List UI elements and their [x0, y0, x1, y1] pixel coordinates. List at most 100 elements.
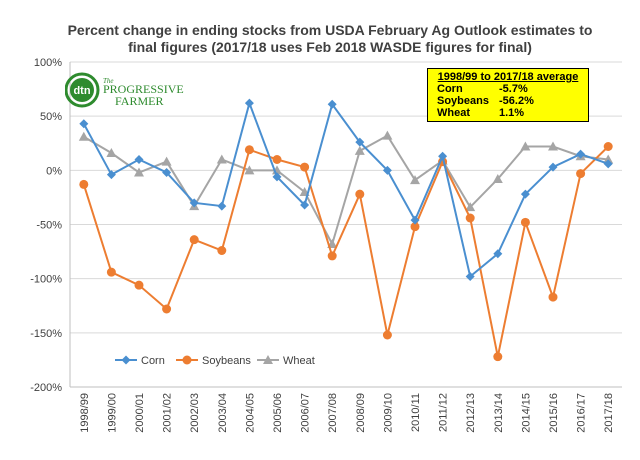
- corn-point: [382, 165, 392, 175]
- y-tick-label: -100%: [30, 274, 62, 286]
- wheat-point: [465, 202, 476, 212]
- average-title: 1998/99 to 2017/18 average: [437, 71, 579, 83]
- corn-point: [410, 215, 420, 225]
- corn-point: [465, 272, 475, 281]
- soybeans-point: [244, 145, 254, 155]
- x-tick-label: 2011/12: [438, 393, 450, 432]
- corn-point: [603, 159, 613, 169]
- wheat-line: [83, 134, 609, 247]
- soybeans-point: [520, 217, 530, 227]
- chart-title-line2: final figures (2017/18 uses Feb 2018 WAS…: [128, 39, 532, 55]
- average-row-corn: Corn -5.7%: [437, 83, 528, 95]
- soybeans-point: [162, 304, 172, 314]
- average-row-wheat: Wheat 1.1%: [437, 107, 525, 119]
- wheat-point: [354, 145, 365, 155]
- corn-point: [576, 149, 586, 159]
- average-row-soybeans: Soybeans -56.2%: [437, 95, 534, 107]
- x-tick-label: 2001/02: [162, 393, 174, 433]
- legend-label-corn: Corn: [141, 355, 165, 367]
- soybeans-point: [217, 246, 227, 255]
- corn-point: [244, 98, 254, 108]
- legend: Corn Soybeans Wheat: [115, 355, 315, 367]
- soybeans-point: [79, 179, 89, 189]
- x-tick-label: 2013/14: [493, 393, 505, 433]
- soybeans-point: [465, 213, 475, 223]
- x-tick-label: 2002/03: [189, 393, 201, 433]
- x-tick-label: 2009/10: [382, 393, 394, 433]
- corn-point: [327, 99, 337, 109]
- wheat-point: [382, 130, 393, 140]
- corn-point: [493, 249, 503, 259]
- corn-point: [355, 137, 365, 147]
- legend-marker-soybeans: [182, 355, 192, 365]
- chart-title: Percent change in ending stocks from USD…: [68, 22, 593, 38]
- x-tick-label: 2016/17: [576, 393, 588, 433]
- corn-point: [548, 162, 558, 172]
- svg-text:The: The: [103, 77, 114, 85]
- y-tick-label: -200%: [30, 382, 62, 394]
- wheat-point: [520, 141, 531, 151]
- soybeans-point: [603, 142, 613, 151]
- soybeans-point: [493, 352, 503, 362]
- soybeans-point: [382, 330, 392, 340]
- corn-point: [134, 155, 144, 164]
- soybeans-point: [106, 267, 116, 277]
- x-tick-label: 1998/99: [79, 393, 91, 433]
- legend-marker-corn: [121, 355, 131, 365]
- x-tick-label: 2014/15: [520, 393, 532, 433]
- corn-point: [79, 119, 89, 129]
- legend-label-wheat: Wheat: [283, 355, 315, 367]
- corn-point: [300, 200, 310, 210]
- y-tick-label: -50%: [36, 220, 62, 232]
- corn-point: [217, 201, 227, 211]
- soybeans-point: [272, 155, 282, 164]
- x-tick-label: 2007/08: [327, 393, 339, 433]
- corn-line: [82, 99, 609, 279]
- wheat-point: [161, 156, 172, 166]
- y-tick-label: 100%: [34, 57, 62, 69]
- soybeans-point: [300, 162, 310, 172]
- corn-point: [162, 168, 172, 177]
- soybeans-point: [189, 235, 199, 245]
- corn-point: [438, 151, 448, 161]
- wheat-point: [216, 154, 227, 164]
- y-tick-label: 50%: [40, 111, 62, 123]
- x-tick-label: 2008/09: [355, 393, 367, 433]
- wheat-point: [410, 175, 420, 185]
- soybeans-point: [548, 292, 558, 302]
- soybeans-point: [355, 189, 365, 199]
- x-tick-label: 2017/18: [603, 393, 615, 433]
- x-tick-label: 2005/06: [272, 393, 284, 433]
- wheat-point: [78, 131, 89, 141]
- x-tick-label: 1999/00: [106, 393, 118, 433]
- svg-text:FARMER: FARMER: [115, 94, 163, 108]
- x-tick-label: 2010/11: [410, 393, 422, 432]
- soybeans-line: [82, 145, 609, 357]
- x-tick-label: 2004/05: [244, 393, 256, 433]
- wheat-point: [106, 148, 117, 157]
- dtn-progressive-farmer-logo: dtn The PROGRESSIVE FARMER: [64, 70, 200, 110]
- soybeans-point: [327, 251, 337, 261]
- svg-text:dtn: dtn: [73, 85, 90, 97]
- soybeans-point: [576, 169, 586, 179]
- wheat-point: [244, 165, 255, 175]
- axes: 100% 50% 0% -50% -100% -150% -200% 1998/99 1999/…: [30, 57, 622, 433]
- series-group: [78, 98, 614, 362]
- x-tick-label: 2000/01: [134, 393, 146, 433]
- x-tick-label: 2003/04: [217, 393, 229, 433]
- wheat-point: [492, 174, 503, 183]
- corn-point: [520, 189, 530, 199]
- corn-point: [272, 172, 282, 182]
- legend-marker-wheat: [263, 355, 273, 364]
- y-tick-label: -150%: [30, 328, 62, 340]
- wheat-point: [603, 154, 614, 164]
- soybeans-point: [410, 222, 420, 232]
- x-tick-label: 2006/07: [300, 393, 312, 433]
- corn-point: [106, 170, 116, 180]
- legend-label-soybeans: Soybeans: [202, 355, 251, 367]
- svg-text:PROGRESSIVE: PROGRESSIVE: [103, 82, 184, 96]
- x-tick-label: 2012/13: [465, 393, 477, 433]
- wheat-point: [134, 167, 144, 177]
- x-tick-label: 2015/16: [548, 393, 560, 433]
- wheat-point: [548, 141, 558, 151]
